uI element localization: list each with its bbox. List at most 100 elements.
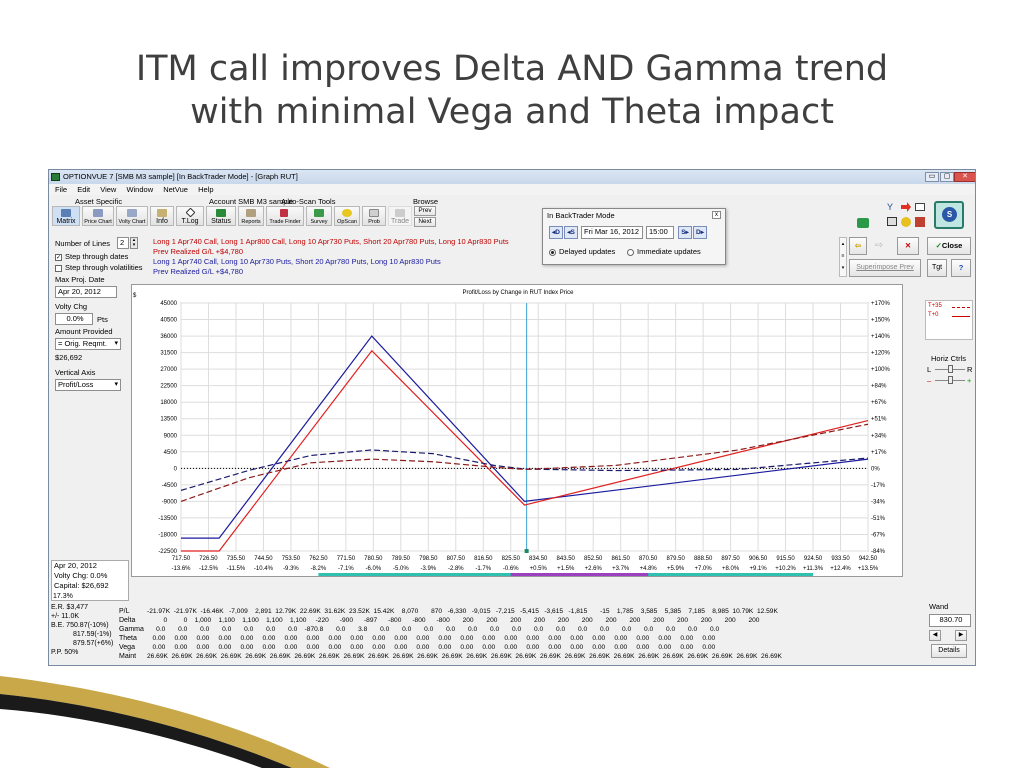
- amount-provided-select[interactable]: = Orig. Reqmt.: [55, 338, 121, 350]
- print-icon[interactable]: [887, 217, 897, 226]
- delayed-updates-radio[interactable]: Delayed updates: [549, 247, 615, 257]
- next-button[interactable]: Next: [414, 217, 436, 227]
- refresh-icon[interactable]: [857, 218, 869, 228]
- y-tick-label: 13500: [160, 417, 177, 423]
- back-step-button[interactable]: ◂S: [564, 226, 578, 239]
- num-lines-spinner[interactable]: ▴ ▾: [130, 237, 138, 249]
- horiz-slider-2-thumb[interactable]: [948, 376, 953, 384]
- positions-scrollbar[interactable]: ▴ ≡ ▾: [839, 237, 847, 277]
- step-dates-checkbox[interactable]: ✓ Step through dates: [55, 252, 129, 261]
- wand-left-button[interactable]: ◀: [929, 630, 941, 641]
- status-button[interactable]: Status: [206, 206, 236, 226]
- x-tick-label: 780.50: [364, 556, 383, 562]
- amount-provided-label: Amount Provided: [55, 327, 113, 336]
- help-button[interactable]: ?: [951, 259, 971, 277]
- series-line-2: [180, 449, 869, 491]
- superimpose-prev-button[interactable]: Superimpose Prev: [849, 259, 921, 277]
- y2-tick-label: +84%: [871, 384, 887, 390]
- range-strip-active: [510, 573, 649, 576]
- current-price-marker: [524, 549, 529, 553]
- pl-chart[interactable]: Profit/Loss by Change in RUT Index Price…: [131, 284, 903, 577]
- checkbox-checked-icon: ✓: [55, 253, 62, 261]
- menu-edit[interactable]: Edit: [77, 185, 91, 194]
- x-pct-label: -1.7%: [475, 566, 491, 572]
- greek-table: -21.97K -21.97K -16.46K -7,009 2,891 12.…: [147, 607, 917, 661]
- signal-icon[interactable]: Y: [887, 202, 894, 212]
- tlog-button[interactable]: T.Log: [176, 206, 204, 226]
- series-line-3: [180, 423, 869, 502]
- sun-icon[interactable]: [901, 217, 911, 227]
- max-proj-date-field[interactable]: Apr 20, 2012: [55, 286, 117, 298]
- tools-icon[interactable]: [915, 217, 925, 227]
- x-pct-label: +8.0%: [722, 566, 740, 572]
- step-vol-checkbox[interactable]: Step through volatilities: [55, 263, 143, 273]
- y2-tick-label: -67%: [871, 532, 886, 538]
- fwd-day-button[interactable]: D▸: [693, 226, 707, 239]
- greek-row-values: 0.00 0.00 0.00 0.00 0.00 0.00 0.00 0.00 …: [147, 644, 716, 651]
- step-back-button[interactable]: ⇦: [849, 237, 867, 255]
- back-day-button[interactable]: ◂D: [549, 226, 563, 239]
- x-tick-label: 735.50: [227, 556, 246, 562]
- y-tick-label: -18000: [158, 532, 177, 538]
- group-autoscan-label: Auto-Scan Tools: [281, 197, 336, 206]
- x-pct-label: +7.0%: [695, 566, 713, 572]
- close-button[interactable]: ✕: [954, 172, 975, 182]
- x-tick-label: 924.50: [804, 556, 823, 562]
- details-button[interactable]: Details: [931, 644, 967, 658]
- menu-view[interactable]: View: [100, 185, 117, 194]
- opscan-button[interactable]: OpScan: [334, 206, 360, 226]
- prev-button[interactable]: Prev: [414, 206, 436, 216]
- horiz-plus[interactable]: +: [967, 376, 972, 385]
- close-graph-button[interactable]: ✓Close: [927, 237, 971, 255]
- tgt-button[interactable]: Tgt: [927, 259, 947, 277]
- export-icon[interactable]: [901, 202, 911, 212]
- menu-help[interactable]: Help: [198, 185, 214, 194]
- trade-finder-button[interactable]: Trade Finder: [266, 206, 304, 226]
- volty-chg-field[interactable]: 0.0%: [55, 313, 93, 325]
- x-tick-label: 843.50: [557, 556, 576, 562]
- y-tick-label: 22500: [160, 384, 177, 390]
- breakeven-1: B.E. 750.87(-10%): [51, 622, 109, 629]
- checkbox-empty-icon: [55, 264, 62, 272]
- x-tick-label: 798.50: [419, 556, 438, 562]
- menu-bar: File Edit View Window NetVue Help: [49, 184, 975, 195]
- menu-file[interactable]: File: [55, 185, 68, 194]
- greek-row-values: 0 0 1,000 1,100 1,100 1,100 1,100 -220 -…: [147, 617, 760, 624]
- maximize-button[interactable]: ▢: [940, 172, 954, 182]
- backtrader-time-field[interactable]: 15:00: [646, 226, 674, 239]
- reports-button[interactable]: Reports: [238, 206, 264, 226]
- fwd-step-button[interactable]: S▸: [678, 226, 692, 239]
- radio-on-icon: [549, 248, 556, 256]
- price-chart-button[interactable]: Price Chart: [82, 206, 114, 226]
- trade-button[interactable]: Trade: [388, 206, 412, 226]
- mail-icon[interactable]: [915, 203, 925, 211]
- horiz-r-label: R: [967, 365, 973, 374]
- horiz-slider-1-thumb[interactable]: [948, 365, 953, 373]
- wand-value-field[interactable]: 830.70: [929, 614, 971, 627]
- menu-window[interactable]: Window: [126, 185, 154, 194]
- greek-row-values: 0.0 0.0 0.0 0.0 0.0 0.0 0.0 -870.8 0.0 3…: [147, 626, 720, 633]
- matrix-button[interactable]: Matrix: [52, 206, 80, 226]
- volty-chart-button[interactable]: Volty Chart: [116, 206, 148, 226]
- x-pct-label: -6.0%: [366, 566, 382, 572]
- greek-row-values: 26.69K 26.69K 26.69K 26.69K 26.69K 26.69…: [147, 653, 782, 660]
- slide-title-line1: ITM call improves Delta AND Gamma trend: [135, 49, 889, 89]
- y-tick-label: -4500: [162, 483, 178, 489]
- wand-right-button[interactable]: ▶: [955, 630, 967, 641]
- menu-netvue[interactable]: NetVue: [163, 185, 188, 194]
- survey-button[interactable]: Survey: [306, 206, 332, 226]
- prob-button[interactable]: Prob: [362, 206, 386, 226]
- backtrader-close-button[interactable]: x: [712, 211, 721, 219]
- series-line-1: [181, 349, 869, 552]
- horiz-minus[interactable]: –: [927, 376, 932, 385]
- step-forward-button[interactable]: ⇨: [874, 240, 884, 251]
- num-lines-field[interactable]: 2: [117, 237, 129, 249]
- immediate-updates-radio[interactable]: Immediate updates: [627, 247, 701, 257]
- x-tick-label: 897.50: [721, 556, 740, 562]
- info-button[interactable]: Info: [150, 206, 174, 226]
- backtrader-date-field[interactable]: Fri Mar 16, 2012: [581, 226, 643, 239]
- vertical-axis-select[interactable]: Profit/Loss: [55, 379, 121, 391]
- delete-button[interactable]: ✕: [897, 237, 919, 255]
- check-icon: ✓: [935, 241, 942, 250]
- minimize-button[interactable]: ▭: [925, 172, 939, 182]
